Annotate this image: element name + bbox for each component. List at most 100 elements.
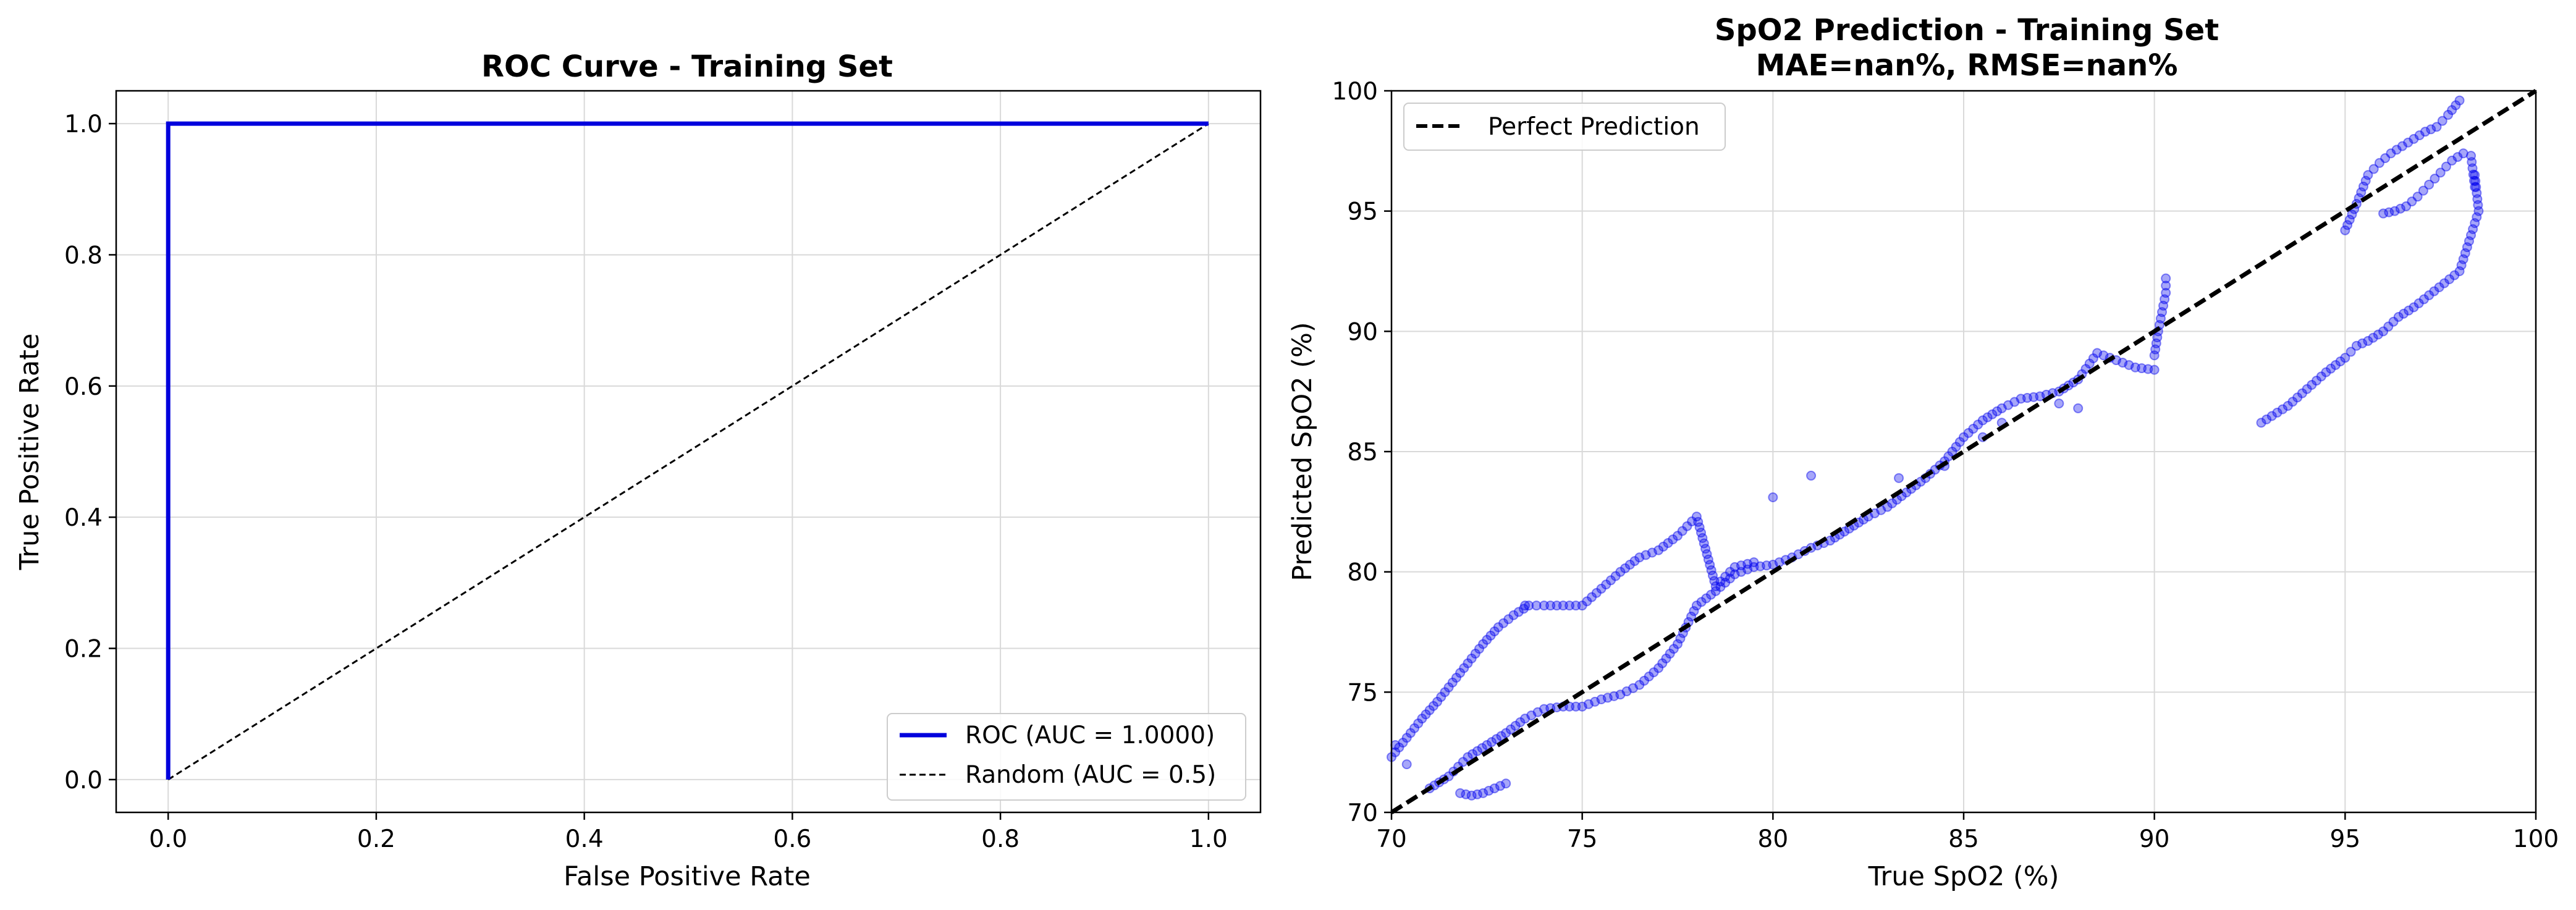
spo2-scatter-point: [1694, 522, 1705, 533]
spo2-scatter-point: [2297, 388, 2307, 398]
spo2-scatter-point: [1951, 442, 1961, 452]
spo2-scatter-point: [1696, 597, 1707, 607]
spo2-scatter-point: [1661, 653, 1671, 664]
spo2-scatter-point: [2435, 167, 2446, 178]
spo2-scatter-point: [2266, 411, 2277, 421]
spo2-x-tick-label: 95: [2330, 825, 2361, 853]
spo2-scatter-point: [2401, 201, 2412, 211]
spo2-scatter-point: [2143, 364, 2153, 374]
spo2-scatter-point: [1436, 692, 1446, 702]
roc-y-tick-label: 0.8: [64, 242, 103, 269]
spo2-scatter-point: [2073, 403, 2084, 413]
spo2-scatter-point: [2342, 220, 2353, 230]
spo2-scatter-point: [1710, 581, 1721, 592]
spo2-scatter-point: [1571, 701, 1581, 712]
spo2-scatter-point: [2470, 182, 2480, 192]
spo2-scatter-point: [2321, 367, 2331, 377]
spo2-y-tick-label: 75: [1347, 679, 1378, 707]
spo2-scatter-point: [2151, 338, 2161, 348]
spo2-scatter-point: [1725, 567, 1735, 577]
spo2-scatter-point: [2330, 360, 2341, 370]
roc-random-line: [167, 122, 1209, 781]
spo2-scatter-point: [1493, 622, 1503, 633]
spo2-scatter-point: [1701, 593, 1712, 604]
spo2-scatter-point: [1590, 696, 1600, 707]
spo2-scatter-point: [1524, 600, 1534, 611]
spo2-scatter-point: [1658, 541, 1668, 552]
roc-y-tick-label: 0.6: [64, 373, 103, 401]
spo2-scatter-point: [1689, 606, 1699, 617]
spo2-scatter-point: [2471, 182, 2481, 192]
spo2-scatter-point: [1463, 658, 1473, 668]
spo2-scatter-point: [1686, 611, 1697, 621]
spo2-scatter-point: [1587, 592, 1597, 602]
spo2-scatter-point: [1417, 714, 1427, 724]
spo2-scatter-point: [2098, 350, 2109, 361]
spo2-scatter-point: [2084, 358, 2095, 369]
spo2-scatter-point: [1409, 723, 1420, 733]
spo2-scatter-point: [1696, 528, 1706, 538]
spo2-scatter-point: [1620, 563, 1631, 573]
spo2-scatter-point: [1668, 644, 1679, 654]
spo2-scatter-point: [2360, 175, 2371, 186]
spo2-scatter-point: [2395, 203, 2405, 214]
spo2-scatter-point: [2452, 152, 2463, 162]
spo2-scatter-point: [2413, 298, 2424, 308]
spo2-x-tick-label: 80: [1758, 825, 1789, 853]
spo2-scatter-point: [2054, 398, 2064, 409]
spo2-scatter-point: [2412, 192, 2423, 202]
spo2-scatter-point: [2326, 363, 2336, 374]
spo2-scatter-point: [2451, 100, 2461, 111]
spo2-scatter-point: [1628, 683, 1638, 693]
roc-y-tick-label: 0.0: [64, 767, 103, 794]
spo2-scatter-point: [1687, 516, 1697, 526]
spo2-scatter-point: [2472, 194, 2483, 204]
spo2-scatter-point: [2458, 254, 2468, 264]
spo2-scatter-point: [1467, 749, 1478, 759]
spo2-scatter-point: [2152, 332, 2163, 343]
spo2-y-tick-label: 80: [1347, 559, 1378, 587]
spo2-scatter-point: [2444, 274, 2455, 284]
spo2-scatter-point: [2029, 392, 2039, 402]
spo2-scatter-point: [1451, 672, 1461, 683]
spo2-scatter-point: [1558, 600, 1568, 611]
spo2-scatter-point: [1508, 610, 1519, 620]
spo2-y-tick-label: 95: [1347, 198, 1378, 226]
spo2-scatter-point: [1675, 633, 1686, 644]
spo2-y-axis-label: Predicted SpO2 (%): [1287, 322, 1318, 581]
roc-x-tick-label: 0.6: [773, 825, 811, 853]
spo2-scatter-point: [1432, 696, 1443, 707]
spo2-x-tick-label: 85: [1948, 825, 1979, 853]
spo2-scatter-point: [1736, 560, 1746, 571]
spo2-scatter-point: [1472, 746, 1482, 756]
spo2-scatter-point: [2157, 307, 2168, 318]
spo2-scatter-point: [2454, 95, 2465, 106]
spo2-scatter-point: [2316, 371, 2326, 382]
spo2-scatter-point: [1725, 573, 1735, 584]
spo2-scatter-point: [1390, 739, 1401, 750]
spo2-scatter-point: [2454, 266, 2465, 276]
spo2-scatter-point: [2278, 404, 2288, 415]
spo2-scatter-point: [1992, 406, 2003, 416]
spo2-scatter-point: [1668, 534, 1678, 545]
spo2-scatter-point: [1729, 562, 1740, 572]
roc-y-tick-label: 1.0: [64, 111, 103, 138]
spo2-scatter-point: [1663, 537, 1673, 548]
spo2-scatter-point: [2470, 176, 2481, 186]
spo2-scatter-point: [2161, 288, 2171, 298]
spo2-scatter-point: [1513, 607, 1524, 617]
spo2-scatter-point: [1398, 738, 1408, 748]
spo2-scatter-point: [1461, 789, 1471, 799]
spo2-scatter-point: [1665, 649, 1675, 659]
spo2-scatter-point: [2137, 363, 2147, 374]
roc-series-layer: [166, 121, 1209, 781]
spo2-scatter-point: [2470, 218, 2480, 229]
spo2-scatter-point: [1470, 649, 1480, 659]
spo2-scatter-point: [2441, 161, 2451, 172]
spo2-scatter-point: [2391, 145, 2402, 155]
spo2-scatter-point: [1673, 639, 1683, 649]
roc-chart-title: ROC Curve - Training Set: [481, 49, 893, 84]
spo2-scatter-point: [2409, 302, 2419, 313]
spo2-scatter-point: [1629, 556, 1640, 567]
